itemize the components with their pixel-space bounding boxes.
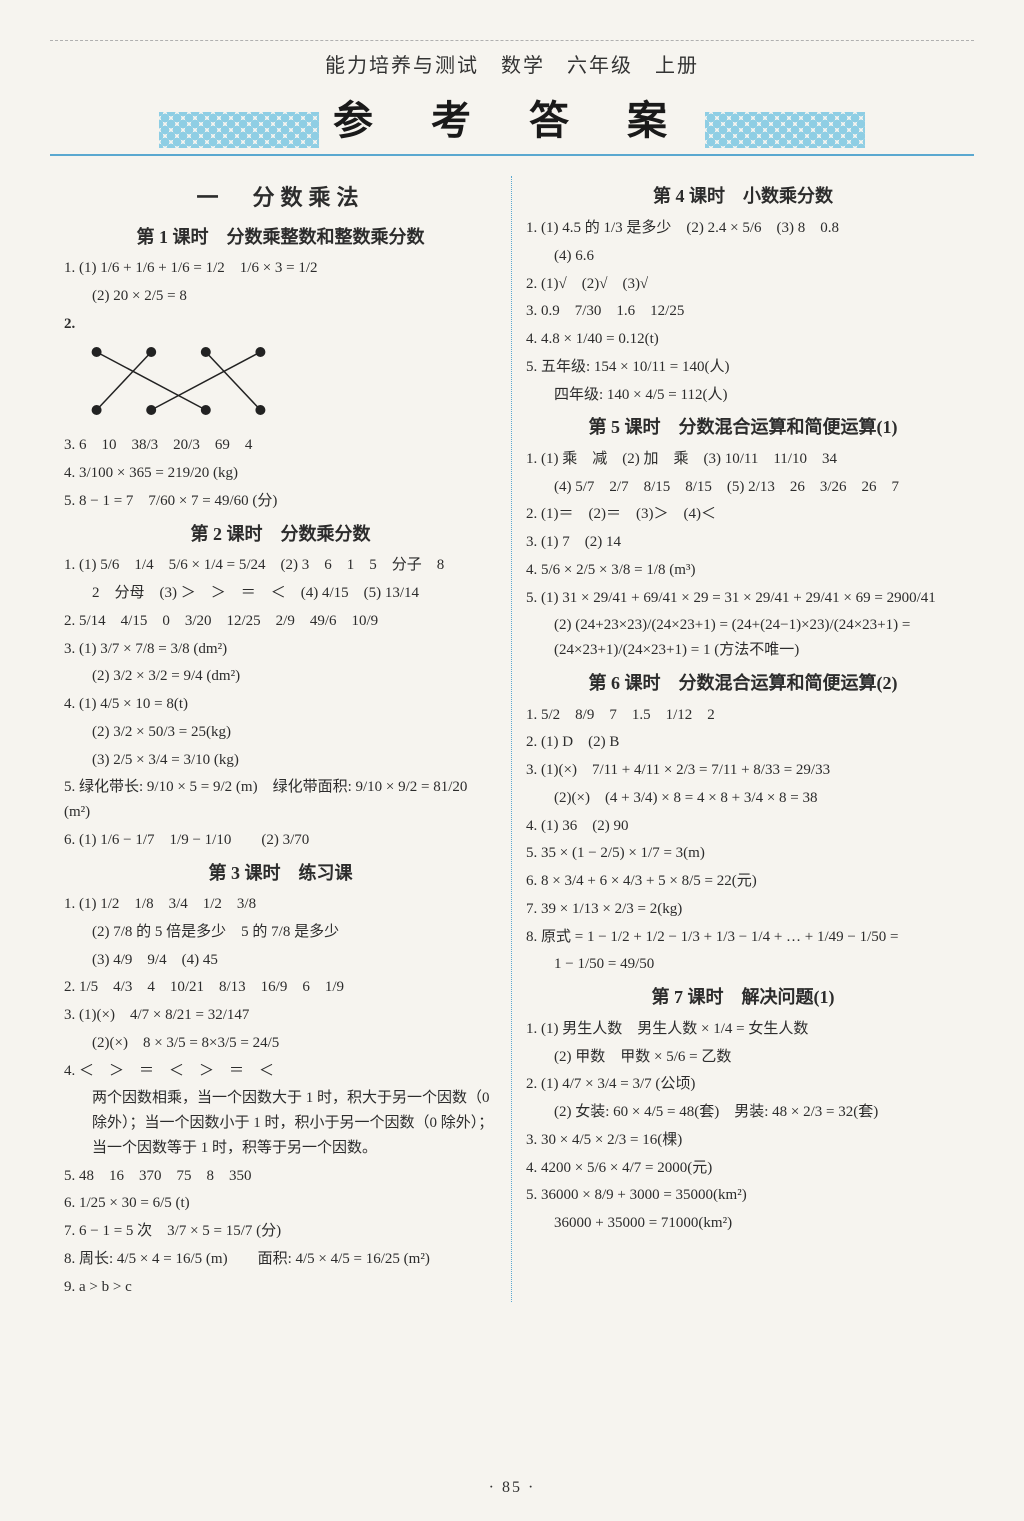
l2-3b: (2) 3/2 × 3/2 = 9/4 (dm²) [64,664,497,689]
page: 能力培养与测试 数学 六年级 上册 参 考 答 案 一 分数乘法 第 1 课时 … [0,0,1024,1521]
l3-8: 8. 周长: 4/5 × 4 = 16/5 (m) 面积: 4/5 × 4/5 … [64,1247,497,1272]
right-column: 第 4 课时 小数乘分数 1. (1) 4.5 的 1/3 是多少 (2) 2.… [512,176,974,1302]
r6-3a: 3. (1)(×) 7/11 + 4/11 × 2/3 = 7/11 + 8/3… [526,758,960,783]
r4-5a: 5. 五年级: 154 × 10/11 = 140(人) [526,355,960,380]
r5-1a: 1. (1) 乘 减 (2) 加 乘 (3) 10/11 11/10 34 [526,447,960,472]
top-rule [50,40,974,41]
item-2: 2. [64,316,75,332]
l3-6: 6. 1/25 × 30 = 6/5 (t) [64,1191,497,1216]
l3-3b: (2)(×) 8 × 3/5 = 8×3/5 = 24/5 [64,1031,497,1056]
book-header: 能力培养与测试 数学 六年级 上册 [50,49,974,78]
l1-4: 4. 3/100 × 365 = 219/20 (kg) [64,461,497,486]
l3-1b: (2) 7/8 的 5 倍是多少 5 的 7/8 是多少 [64,920,497,945]
r5-3: 3. (1) 7 (2) 14 [526,530,960,555]
l2-2a: 2. 5/14 4/15 0 3/20 12/25 2/9 49/6 10/9 [64,609,497,634]
l3-5: 5. 48 16 370 75 8 350 [64,1164,497,1189]
l1-2label: 2. [64,312,497,337]
lesson-2-title: 第 2 课时 分数乘分数 [64,520,497,550]
l3-7: 7. 6 − 1 = 5 次 3/7 × 5 = 15/7 (分) [64,1219,497,1244]
columns: 一 分数乘法 第 1 课时 分数乘整数和整数乘分数 1. (1) 1/6 + 1… [50,176,974,1302]
r6-6: 6. 8 × 3/4 + 6 × 4/3 + 5 × 8/5 = 22(元) [526,869,960,894]
l2-6: 6. (1) 1/6 − 1/7 1/9 − 1/10 (2) 3/70 [64,828,497,853]
r4-1b: (4) 6.6 [526,244,960,269]
r6-4: 4. (1) 36 (2) 90 [526,814,960,839]
r4-1a: 1. (1) 4.5 的 1/3 是多少 (2) 2.4 × 5/6 (3) 8… [526,216,960,241]
r6-8b: 1 − 1/50 = 49/50 [526,952,960,977]
lesson-1-title: 第 1 课时 分数乘整数和整数乘分数 [64,223,497,253]
r7-5a: 5. 36000 × 8/9 + 3000 = 35000(km²) [526,1183,960,1208]
banner-underline [50,154,974,156]
lesson-4-title: 第 4 课时 小数乘分数 [526,182,960,212]
matching-diagram [84,344,294,418]
r4-5b: 四年级: 140 × 4/5 = 112(人) [526,383,960,408]
l3-4a: 4. ＜ ＞ ＝ ＜ ＞ ＝ ＜ [64,1059,497,1084]
left-column: 一 分数乘法 第 1 课时 分数乘整数和整数乘分数 1. (1) 1/6 + 1… [50,176,512,1302]
l1-3: 3. 6 10 38/3 20/3 69 4 [64,433,497,458]
r7-1a: 1. (1) 男生人数 男生人数 × 1/4 = 女生人数 [526,1017,960,1042]
banner-title: 参 考 答 案 [323,88,701,146]
banner: 参 考 答 案 [50,88,974,156]
dots-left [159,112,319,148]
r4-4: 4. 4.8 × 1/40 = 0.12(t) [526,327,960,352]
l3-9: 9. a > b > c [64,1275,497,1300]
l2-4b: (2) 3/2 × 50/3 = 25(kg) [64,720,497,745]
r7-4: 4. 4200 × 5/6 × 4/7 = 2000(元) [526,1156,960,1181]
r6-7: 7. 39 × 1/13 × 2/3 = 2(kg) [526,897,960,922]
r5-5a: 5. (1) 31 × 29/41 + 69/41 × 29 = 31 × 29… [526,586,960,611]
r6-5: 5. 35 × (1 − 2/5) × 1/7 = 3(m) [526,841,960,866]
r6-2: 2. (1) D (2) B [526,730,960,755]
r7-2a: 2. (1) 4/7 × 3/4 = 3/7 (公顷) [526,1072,960,1097]
lesson-3-title: 第 3 课时 练习课 [64,859,497,889]
r7-1b: (2) 甲数 甲数 × 5/6 = 乙数 [526,1045,960,1070]
l2-5: 5. 绿化带长: 9/10 × 5 = 9/2 (m) 绿化带面积: 9/10 … [64,775,497,825]
r7-5b: 36000 + 35000 = 71000(km²) [526,1211,960,1236]
l3-1c: (3) 4/9 9/4 (4) 45 [64,948,497,973]
r5-5b: (2) (24+23×23)/(24×23+1) = (24+(24−1)×23… [526,613,960,663]
l1-1a: 1. (1) 1/6 + 1/6 + 1/6 = 1/2 1/6 × 3 = 1… [64,256,497,281]
l3-4b: 两个因数相乘，当一个因数大于 1 时，积大于另一个因数（0 除外）；当一个因数小… [64,1086,497,1160]
l1-5: 5. 8 − 1 = 7 7/60 × 7 = 49/60 (分) [64,489,497,514]
r5-2: 2. (1)＝ (2)＝ (3)＞ (4)＜ [526,502,960,527]
r6-3b: (2)(×) (4 + 3/4) × 8 = 4 × 8 + 3/4 × 8 =… [526,786,960,811]
l3-1a: 1. (1) 1/2 1/8 3/4 1/2 3/8 [64,892,497,917]
chapter-title: 一 分数乘法 [64,180,497,216]
r4-2: 2. (1)√ (2)√ (3)√ [526,272,960,297]
l2-4a: 4. (1) 4/5 × 10 = 8(t) [64,692,497,717]
r7-2b: (2) 女装: 60 × 4/5 = 48(套) 男装: 48 × 2/3 = … [526,1100,960,1125]
l2-3a: 3. (1) 3/7 × 7/8 = 3/8 (dm²) [64,637,497,662]
lesson-7-title: 第 7 课时 解决问题(1) [526,983,960,1013]
lesson-5-title: 第 5 课时 分数混合运算和简便运算(1) [526,413,960,443]
l1-1b: (2) 20 × 2/5 = 8 [64,284,497,309]
l2-4c: (3) 2/5 × 3/4 = 3/10 (kg) [64,748,497,773]
r5-1b: (4) 5/7 2/7 8/15 8/15 (5) 2/13 26 3/26 2… [526,475,960,500]
r7-3: 3. 30 × 4/5 × 2/3 = 16(棵) [526,1128,960,1153]
dots-right [705,112,865,148]
l3-2: 2. 1/5 4/3 4 10/21 8/13 16/9 6 1/9 [64,975,497,1000]
r6-8a: 8. 原式 = 1 − 1/2 + 1/2 − 1/3 + 1/3 − 1/4 … [526,925,960,950]
r4-3: 3. 0.9 7/30 1.6 12/25 [526,299,960,324]
page-number: · 85 · [0,1479,1024,1497]
lesson-6-title: 第 6 课时 分数混合运算和简便运算(2) [526,669,960,699]
l3-3a: 3. (1)(×) 4/7 × 8/21 = 32/147 [64,1003,497,1028]
l2-1b: 2 分母 (3) ＞ ＞ ＝ ＜ (4) 4/15 (5) 13/14 [64,581,497,606]
l2-1a: 1. (1) 5/6 1/4 5/6 × 1/4 = 5/24 (2) 3 6 … [64,553,497,578]
r5-4: 4. 5/6 × 2/5 × 3/8 = 1/8 (m³) [526,558,960,583]
r6-1: 1. 5/2 8/9 7 1.5 1/12 2 [526,703,960,728]
